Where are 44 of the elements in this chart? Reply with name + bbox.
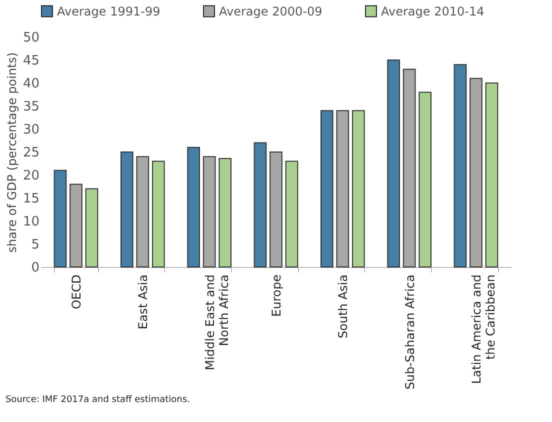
- legend-label: Average 2000-09: [219, 4, 322, 18]
- bar: [270, 152, 282, 268]
- bar: [454, 64, 467, 268]
- legend-label: Average 1991-99: [57, 4, 160, 18]
- y-tick-label: 10: [22, 214, 40, 230]
- x-tick-label: Latin America and the Caribbean: [470, 274, 498, 384]
- y-tick-label: 15: [22, 192, 40, 206]
- y-tick-label: 5: [31, 238, 40, 252]
- bar: [418, 92, 432, 268]
- bar: [54, 170, 67, 268]
- y-tick-label: 0: [31, 260, 40, 276]
- bar: [202, 156, 216, 268]
- bar: [285, 160, 298, 268]
- bar: [120, 152, 134, 268]
- y-tick-label: 20: [22, 168, 40, 184]
- y-tick-label: 35: [22, 100, 40, 114]
- x-tick-label: Europe: [270, 274, 284, 317]
- y-tick-label: 45: [22, 54, 40, 68]
- source-note: Source: IMF 2017a and staff estimations.: [5, 395, 190, 406]
- bar: [187, 146, 200, 268]
- bar: [70, 184, 82, 268]
- x-tick-label: Sub-Saharan Africa: [402, 274, 417, 390]
- bar: [254, 142, 267, 268]
- bar: [336, 110, 350, 268]
- bar: [152, 160, 165, 268]
- bar: [352, 110, 365, 268]
- y-tick-label: 25: [22, 146, 40, 160]
- bar: [387, 60, 400, 268]
- y-tick-label: 50: [22, 30, 40, 46]
- bar: [85, 188, 98, 268]
- x-tick-label: South Asia: [336, 274, 350, 338]
- bar: [485, 82, 498, 268]
- x-tick-label: OECD: [70, 274, 84, 310]
- y-axis-title: share of GDP (percentage points): [4, 52, 19, 253]
- x-tick-label: Middle East and North Africa: [202, 274, 231, 370]
- x-tick-label: East Asia: [136, 274, 150, 330]
- bar: [320, 110, 334, 268]
- y-tick-label: 40: [22, 76, 40, 92]
- y-tick-label: 30: [22, 122, 40, 138]
- bar: [470, 78, 482, 268]
- bar: [402, 68, 416, 268]
- bar: [136, 156, 150, 268]
- bar: [218, 158, 232, 268]
- legend-label: Average 2010-14: [381, 4, 484, 18]
